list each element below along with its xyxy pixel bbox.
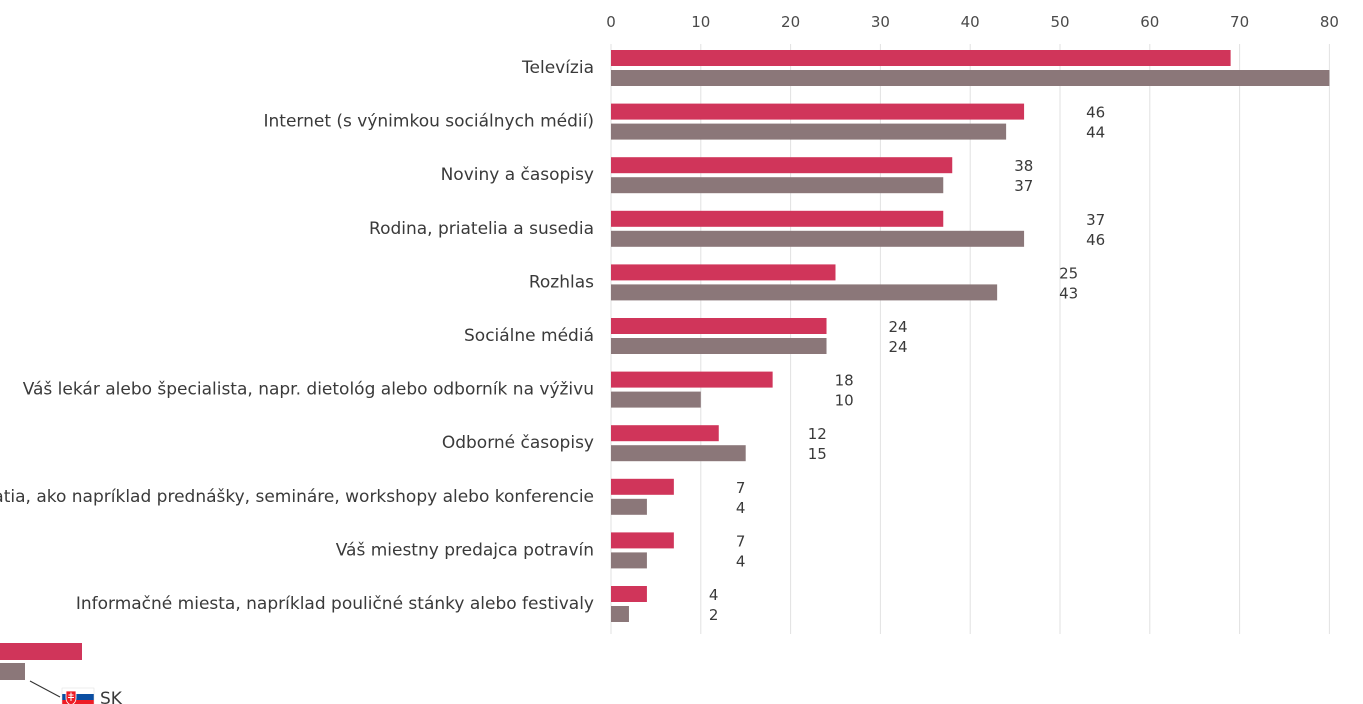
bar-series-2	[611, 123, 1007, 140]
category-label: Váš lekár alebo špecialista, napr. dieto…	[23, 380, 594, 400]
data-label-series-2: 24	[889, 338, 908, 356]
category-label: Váš miestny predajca potravín	[336, 540, 594, 560]
category-label: Odborné časopisy	[442, 433, 594, 453]
x-tick-label: 40	[961, 13, 980, 31]
category-label: Rodina, priatelia a susedia	[369, 219, 594, 239]
bar-series-1	[611, 103, 1025, 120]
bar-series-1	[611, 586, 647, 602]
x-tick-label: 30	[871, 13, 890, 31]
bar-series-2	[611, 338, 827, 354]
data-label-series-1: 12	[808, 425, 827, 443]
x-tick-label: 80	[1320, 13, 1339, 31]
x-tick-label: 10	[691, 13, 710, 31]
data-label-series-2: 4	[736, 499, 746, 517]
category-label: Internet (s výnimkou sociálnych médií)	[263, 112, 594, 132]
legend-swatch-series-1	[0, 643, 82, 660]
data-label-series-1: 25	[1059, 264, 1078, 282]
bar-series-1	[611, 157, 953, 174]
legend-swatch-series-2	[0, 663, 25, 680]
bar-series-2	[611, 552, 647, 569]
data-label-series-1: 4	[709, 586, 719, 604]
x-axis-ticks: 0 10 20 30 40 50 60 70 80	[606, 13, 1339, 31]
bar-series-1	[611, 425, 719, 442]
bar-series-1	[611, 478, 674, 495]
bar-series-2	[611, 284, 998, 301]
category-label: Informačné miesta, napríklad pouličné st…	[76, 594, 594, 614]
data-label-series-1: 46	[1086, 104, 1105, 122]
category-label: Televízia	[521, 58, 594, 78]
category-labels: Televízia Internet (s výnimkou sociálnych…	[0, 58, 594, 614]
data-label-series-2: 44	[1086, 124, 1105, 142]
data-label-series-2: 10	[835, 392, 854, 410]
bar-series-2	[611, 177, 944, 194]
bar-series-2	[611, 445, 746, 462]
x-tick-label: 50	[1050, 13, 1069, 31]
bar-series-1	[611, 50, 1231, 66]
legend: SK	[0, 643, 123, 704]
legend-label: SK	[100, 689, 123, 704]
bar-series-2	[611, 391, 701, 408]
grid-lines	[610, 44, 1330, 634]
x-tick-label: 0	[606, 13, 616, 31]
data-label-series-2: 4	[736, 552, 746, 570]
category-label: Rozhlas	[529, 272, 594, 292]
category-label: Sociálne médiá	[464, 326, 594, 346]
slovakia-flag-icon	[61, 687, 95, 704]
category-label: Podujatia, ako napríklad prednášky, semi…	[0, 487, 594, 507]
legend-leader-line	[29, 680, 61, 698]
data-label-series-2: 2	[709, 606, 719, 624]
bar-series-2	[611, 606, 629, 622]
x-tick-label: 70	[1230, 13, 1249, 31]
data-label-series-1: 18	[835, 372, 854, 390]
data-label-series-2: 37	[1014, 177, 1033, 195]
category-label: Noviny a časopisy	[441, 165, 594, 185]
data-label-series-1: 37	[1086, 211, 1105, 229]
data-label-series-1: 7	[736, 479, 746, 497]
bar-series-1	[611, 318, 827, 334]
x-tick-label: 20	[781, 13, 800, 31]
data-label-series-2: 46	[1086, 231, 1105, 249]
bar-series-2	[611, 230, 1025, 247]
bar-series-2	[611, 498, 647, 515]
data-label-series-1: 38	[1014, 157, 1033, 175]
bar-series-1	[611, 371, 773, 388]
bar-series-1	[611, 532, 674, 549]
value-labels: 69804644383737462543242418101215747442	[709, 104, 1105, 624]
data-label-series-2: 43	[1059, 284, 1078, 302]
bars	[611, 50, 1330, 622]
data-label-series-2: 15	[808, 445, 827, 463]
bar-series-2	[611, 70, 1330, 86]
data-label-series-1: 24	[889, 318, 908, 336]
bar-series-1	[611, 210, 944, 227]
bar-series-1	[611, 264, 836, 281]
data-label-series-1: 7	[736, 532, 746, 550]
x-tick-label: 60	[1140, 13, 1159, 31]
